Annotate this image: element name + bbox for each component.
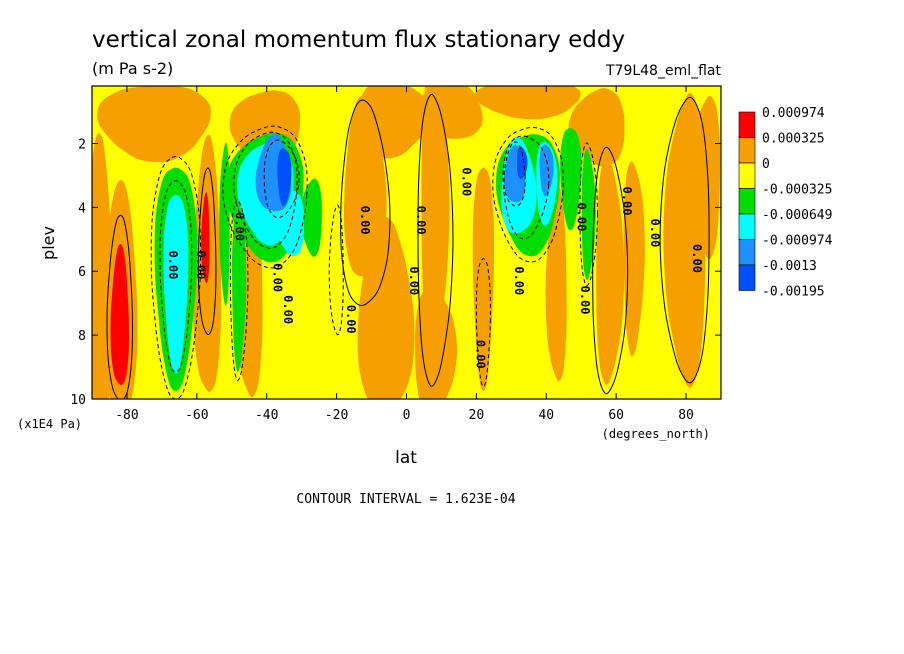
- x-axis-units: (degrees_north): [602, 427, 710, 441]
- contour-line: [150, 156, 202, 399]
- contour-line: [340, 99, 391, 307]
- x-axis-label: lat: [395, 448, 417, 468]
- legend-label: -0.0013: [762, 259, 817, 274]
- contour-label: 0.00: [414, 206, 428, 235]
- contour-label: 0.00: [271, 263, 285, 292]
- filled-region: [568, 88, 625, 167]
- x-tick-label: -60: [185, 408, 208, 423]
- contour-label: 0.00: [575, 202, 589, 231]
- legend-label: 0.000974: [762, 106, 825, 121]
- contour-line: [328, 204, 344, 336]
- contour-line: [417, 93, 454, 387]
- contour-line: [229, 199, 249, 381]
- x-tick-label: 20: [469, 408, 485, 423]
- legend-swatch: [738, 137, 756, 164]
- contour-labels: 0.00 0.00 0.00 0.00 0.00 0.00 0.00 0.00 0.00 0.00…: [166, 167, 704, 368]
- x-tick-label: 80: [678, 408, 694, 423]
- contour-label: 0.00: [358, 206, 372, 235]
- chart-title: vertical zonal momentum flux stationary …: [92, 27, 625, 53]
- legend-label: -0.000649: [762, 208, 832, 223]
- color-legend: 0.000974 0.000325 0 -0.000325 -0.000649 -0.00…: [738, 106, 833, 300]
- legend-swatch: [738, 213, 756, 240]
- y-tick-label: 2: [78, 137, 86, 152]
- legend-label: 0: [762, 157, 770, 172]
- legend-label: 0.000325: [762, 132, 825, 147]
- filled-region: [201, 192, 210, 284]
- contour-line: [475, 258, 491, 387]
- contour-label: 0.00: [344, 305, 358, 334]
- legend-swatch: [738, 162, 756, 189]
- y-tick-label: 8: [78, 329, 86, 344]
- filled-region: [545, 186, 567, 382]
- filled-region: [219, 142, 230, 307]
- y-axis-units: (x1E4 Pa): [17, 417, 82, 431]
- filled-region: [357, 216, 415, 399]
- x-axis: -80 -60 -40 -20 0 20 40 60 80: [115, 86, 694, 423]
- filled-region: [97, 86, 211, 163]
- filled-region: [596, 155, 625, 386]
- filled-region: [232, 209, 247, 372]
- contour-line: [503, 141, 526, 207]
- filled-region: [472, 167, 495, 391]
- y-tick-label: 4: [78, 201, 86, 216]
- chart-units: (m Pa s-2): [92, 59, 173, 78]
- legend-label: -0.00195: [762, 285, 825, 300]
- contour-label: 0.00: [578, 286, 592, 315]
- x-tick-label: -40: [255, 408, 278, 423]
- legend-swatch: [738, 188, 756, 215]
- contour-line: [233, 131, 298, 249]
- legend-swatch: [738, 239, 756, 266]
- filled-region: [359, 86, 430, 159]
- x-tick-label: 40: [538, 408, 554, 423]
- filled-region: [474, 86, 581, 120]
- legend-label: -0.000325: [762, 183, 832, 198]
- contour-line: [263, 139, 300, 219]
- filled-region: [411, 86, 483, 139]
- legend-swatch: [738, 264, 756, 291]
- filled-region: [623, 161, 645, 357]
- contour-line: [222, 125, 308, 269]
- y-tick-label: 10: [70, 393, 86, 408]
- y-axis: 2 4 6 8 10: [70, 137, 721, 408]
- filled-region: [163, 194, 189, 374]
- contour-label: 0.00: [459, 167, 473, 196]
- x-tick-label: -80: [115, 408, 138, 423]
- contour-label: 0.00: [232, 212, 246, 241]
- contour-line: [197, 167, 217, 336]
- contour-line: [159, 180, 193, 373]
- filled-region: [581, 148, 596, 280]
- experiment-label: T79L48_eml_flat: [605, 63, 722, 79]
- contour-label: 0.00: [690, 244, 704, 273]
- contour-label: 0.00: [407, 266, 421, 295]
- x-tick-label: 0: [403, 408, 411, 423]
- contour-interval-note: CONTOUR INTERVAL = 1.623E-04: [296, 492, 515, 507]
- contour-line: [579, 142, 599, 287]
- contour-line: [659, 96, 710, 384]
- x-tick-label: 60: [608, 408, 624, 423]
- contour-line: [502, 135, 550, 240]
- contour-label: 0.00: [473, 340, 487, 369]
- filled-region: [517, 146, 528, 180]
- contour-label: 0.00: [166, 250, 180, 279]
- plot-area: 0.00 0.00 0.00 0.00 0.00 0.00 0.00 0.00 0.00 0.00…: [92, 86, 721, 399]
- contour-label: 0.00: [620, 187, 634, 216]
- contour-label: 0.00: [648, 218, 662, 247]
- contour-line: [492, 126, 564, 263]
- legend-label: -0.000974: [762, 234, 833, 249]
- filled-region: [560, 127, 582, 231]
- y-tick-label: 6: [78, 265, 86, 280]
- x-tick-label: -20: [325, 408, 348, 423]
- filled-region: [110, 243, 130, 385]
- y-axis-label: plev: [39, 226, 58, 260]
- contour-lines: [106, 93, 710, 399]
- contour-label: 0.00: [512, 266, 526, 295]
- contour-label: 0.00: [194, 250, 208, 279]
- contour-label: 0.00: [281, 295, 295, 324]
- filled-region: [539, 144, 554, 197]
- filled-region: [277, 148, 292, 207]
- legend-swatch: [738, 111, 756, 138]
- filled-region: [691, 95, 721, 260]
